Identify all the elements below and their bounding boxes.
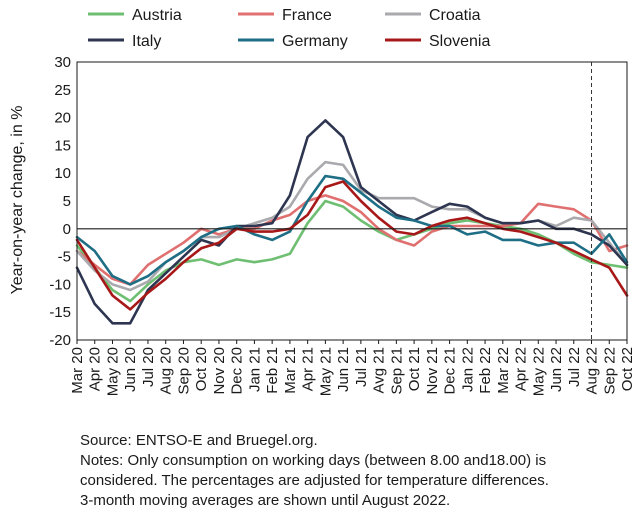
legend-label-france: France xyxy=(282,7,332,24)
x-tick-label: Feb 22 xyxy=(477,347,494,394)
series-line-italy xyxy=(75,119,629,325)
notes-line-1: Notes: Only consumption on working days … xyxy=(80,452,547,469)
notes-line-3: 3-month moving averages are shown until … xyxy=(80,492,451,509)
notes-line-2: considered. The percentages are adjusted… xyxy=(80,472,549,489)
legend-label-slovenia: Slovenia xyxy=(429,33,490,50)
line-chart: Austria France Croatia Italy Germany Slovenia… xyxy=(9,7,636,396)
source-note: Source: ENTSO-E and Bruegel.org. xyxy=(80,432,318,449)
legend-label-italy: Italy xyxy=(132,33,161,50)
y-tick-label: -20 xyxy=(49,332,71,349)
x-tick-label: Nov 20 xyxy=(211,347,228,395)
y-tick-label: 25 xyxy=(54,82,71,99)
x-tick-label: Jul 22 xyxy=(566,347,583,387)
x-tick-label: Aug 20 xyxy=(158,347,175,395)
x-tick-label: Jun 21 xyxy=(335,347,352,392)
y-tick-label: 5 xyxy=(63,193,71,210)
x-tick-label: Sep 20 xyxy=(175,347,192,395)
y-axis-ticks: -20 -15 -10 -5 0 5 10 15 20 25 30 xyxy=(49,54,71,349)
x-tick-label: Oct 21 xyxy=(406,347,423,391)
y-axis-label: Year-on-year change, in % xyxy=(9,106,26,295)
series-line-austria xyxy=(75,199,629,303)
x-tick-label: Mar 21 xyxy=(282,347,299,394)
x-tick-label: Jun 22 xyxy=(548,347,565,392)
series-lines xyxy=(75,119,629,325)
x-tick-label: Apr 21 xyxy=(300,347,317,391)
x-tick-label: Oct 20 xyxy=(193,347,210,391)
x-tick-label: Apr 20 xyxy=(87,347,104,391)
legend-label-croatia: Croatia xyxy=(429,7,481,24)
plot-frame xyxy=(76,61,628,341)
series-line-france xyxy=(75,194,629,286)
x-tick-label: Jun 20 xyxy=(122,347,139,392)
legend-label-austria: Austria xyxy=(132,7,182,24)
y-tick-label: 10 xyxy=(54,165,71,182)
x-tick-label: Sep 22 xyxy=(601,347,618,395)
y-tick-label: -15 xyxy=(49,304,71,321)
notes: Source: ENTSO-E and Bruegel.org. Notes: … xyxy=(80,431,635,511)
x-tick-label: Mar 20 xyxy=(69,347,86,394)
x-tick-label: Dec 20 xyxy=(229,347,246,395)
y-tick-label: 20 xyxy=(54,110,71,127)
x-tick-label: Apr 22 xyxy=(513,347,530,391)
x-tick-label: Jan 21 xyxy=(246,347,263,392)
x-tick-label: Oct 22 xyxy=(619,347,636,391)
x-tick-label: Dec 21 xyxy=(442,347,459,395)
x-tick-label: Mar 22 xyxy=(495,347,512,394)
series-line-croatia xyxy=(75,160,629,292)
x-tick-label: May 22 xyxy=(530,347,547,396)
x-tick-label: Jul 21 xyxy=(353,347,370,387)
y-tick-label: -5 xyxy=(58,249,71,266)
legend-label-germany: Germany xyxy=(282,33,348,50)
x-tick-label: May 20 xyxy=(104,347,121,396)
y-tick-label: 15 xyxy=(54,137,71,154)
y-tick-label: -10 xyxy=(49,276,71,293)
y-tick-label: 0 xyxy=(63,221,71,238)
x-tick-label: Jul 20 xyxy=(140,347,157,387)
legend: Austria France Croatia Italy Germany Slovenia xyxy=(88,7,490,50)
series-line-germany xyxy=(75,174,629,286)
x-tick-label: Feb 21 xyxy=(264,347,281,394)
x-tick-label: Aug 22 xyxy=(584,347,601,395)
x-tick-label: Jan 22 xyxy=(459,347,476,392)
x-tick-label: Avg 21 xyxy=(371,347,388,393)
y-tick-label: 30 xyxy=(54,54,71,71)
x-axis-ticks: Mar 20 Apr 20 May 20 Jun 20 Jul 20 Aug 20 Sep … xyxy=(69,340,636,396)
series-line-slovenia xyxy=(75,180,629,311)
x-tick-label: May 21 xyxy=(317,347,334,396)
x-tick-label: Nov 21 xyxy=(424,347,441,395)
x-tick-label: Sep 21 xyxy=(388,347,405,395)
